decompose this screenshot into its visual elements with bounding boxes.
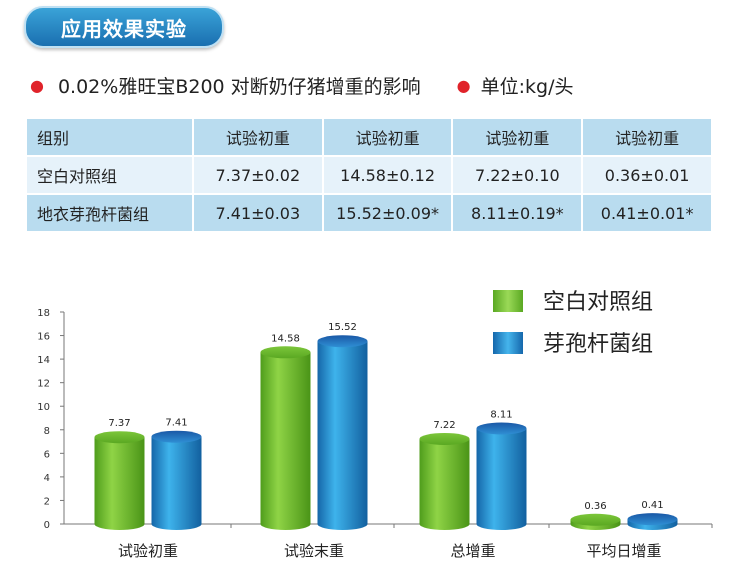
table-cell: 7.41±0.03 — [193, 195, 322, 231]
bar-top — [151, 430, 202, 443]
table-row: 地衣芽孢杆菌组 7.41±0.03 15.52±0.09* 8.11±0.19*… — [27, 195, 711, 231]
data-label: 14.58 — [271, 333, 300, 344]
data-label: 7.37 — [108, 418, 130, 429]
y-tick-label: 6 — [44, 449, 50, 460]
data-label: 7.41 — [165, 418, 187, 429]
legend-swatch — [493, 332, 523, 354]
table-cell: 14.58±0.12 — [323, 157, 452, 193]
table-header-row: 组别 试验初重 试验初重 试验初重 试验初重 — [27, 119, 711, 155]
bar-top — [570, 513, 621, 526]
y-tick-label: 14 — [37, 355, 50, 366]
x-tick-label: 平均日增重 — [586, 542, 661, 560]
y-tick-label: 4 — [44, 473, 50, 484]
bar-top — [94, 431, 145, 444]
chart-subtitle: 0.02%雅旺宝B200 对断奶仔猪增重的影响 — [57, 75, 421, 98]
bar — [419, 438, 470, 524]
bar-top — [627, 513, 678, 526]
x-tick-label: 试验末重 — [284, 542, 344, 560]
y-tick-label: 10 — [37, 402, 50, 413]
legend-label: 芽孢杆菌组 — [543, 332, 653, 357]
y-tick-label: 0 — [44, 520, 50, 531]
x-tick-label: 试验初重 — [118, 542, 178, 560]
y-tick-label: 16 — [37, 332, 50, 343]
table-cell: 7.37±0.02 — [193, 157, 322, 193]
y-tick-label: 18 — [37, 308, 50, 319]
legend-swatch — [493, 290, 523, 312]
bar-chart: 0 2 4 6 8 10 12 14 16 18 试验初重 试验末重 总增重 平均日增重 7.37 7.41… — [37, 290, 713, 560]
chart-header: ● 0.02%雅旺宝B200 对断奶仔猪增重的影响 ● 单位:kg/头 — [30, 68, 730, 102]
table-cell: 7.22±0.10 — [453, 157, 582, 193]
table-row: 空白对照组 7.37±0.02 14.58±0.12 7.22±0.10 0.3… — [27, 157, 711, 193]
table-cell: 0.41±0.01* — [583, 195, 711, 231]
table-header-cell: 试验初重 — [323, 119, 452, 155]
bar — [476, 428, 527, 524]
legend-label: 空白对照组 — [543, 290, 653, 315]
unit-label: 单位:kg/头 — [480, 75, 574, 98]
data-label: 15.52 — [328, 322, 357, 333]
data-label: 0.41 — [641, 500, 663, 511]
table-header-cell: 试验初重 — [453, 119, 582, 155]
bullet-icon: ● — [30, 75, 44, 95]
y-tick-label: 8 — [44, 426, 50, 437]
bar — [94, 437, 145, 524]
bar — [260, 352, 311, 524]
table-cell: 地衣芽孢杆菌组 — [27, 195, 192, 231]
x-tick-label: 总增重 — [450, 542, 495, 560]
bar — [317, 341, 368, 524]
bar — [151, 436, 202, 524]
results-table: 组别 试验初重 试验初重 试验初重 试验初重 空白对照组 7.37±0.02 1… — [25, 117, 713, 233]
section-title: 应用效果实验 — [61, 16, 187, 41]
bar-top — [476, 422, 527, 435]
table-cell: 0.36±0.01 — [583, 157, 711, 193]
data-label: 7.22 — [433, 420, 455, 431]
bar-top — [260, 346, 311, 359]
section-title-badge: 应用效果实验 — [24, 6, 224, 48]
table-cell: 8.11±0.19* — [453, 195, 582, 231]
table-header-cell: 试验初重 — [583, 119, 711, 155]
bar-top — [419, 432, 470, 445]
bullet-icon: ● — [456, 75, 471, 95]
table-header-cell: 组别 — [27, 119, 192, 155]
table-cell: 15.52±0.09* — [323, 195, 452, 231]
data-label: 0.36 — [584, 501, 606, 512]
data-label: 8.11 — [490, 409, 512, 420]
y-tick-label: 2 — [44, 496, 50, 507]
y-tick-label: 12 — [37, 379, 50, 390]
table-cell: 空白对照组 — [27, 157, 192, 193]
table-header-cell: 试验初重 — [193, 119, 322, 155]
bar-top — [317, 335, 368, 348]
